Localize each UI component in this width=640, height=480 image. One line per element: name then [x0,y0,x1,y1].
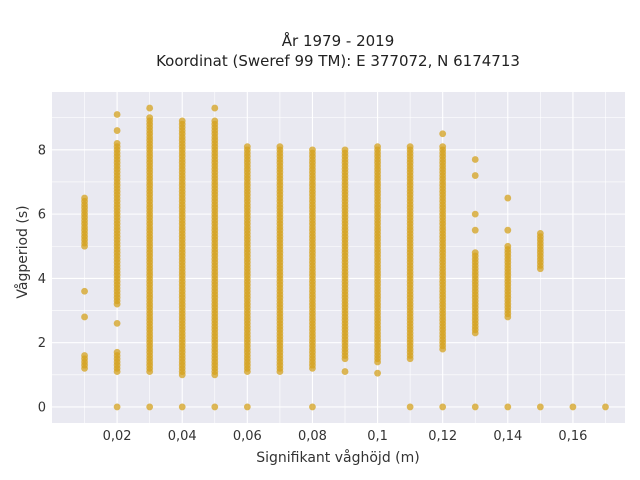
data-point [471,210,479,218]
data-point [536,230,544,237]
data-point [374,369,381,377]
data-point [81,287,88,295]
data-point [276,143,284,151]
data-point [406,403,414,411]
chart-title: År 1979 - 2019 [282,31,395,50]
y-tick-label: 2 [38,336,46,351]
data-point [341,146,349,154]
data-point [374,143,381,151]
x-tick-label: 0,1 [367,429,388,444]
data-point [471,156,479,163]
data-point [569,403,577,411]
x-tick-label: 0,06 [233,429,262,444]
x-tick-label: 0,08 [298,429,327,444]
data-point [113,348,121,356]
data-point [146,403,154,411]
data-point [146,114,154,122]
x-tick-label: 0,04 [168,429,197,444]
data-point [504,242,512,250]
data-point [211,117,219,125]
data-point [471,226,479,234]
data-point [113,111,121,118]
data-point [309,403,316,411]
data-point [536,403,544,411]
data-point [178,403,186,411]
y-tick-label: 6 [38,208,46,223]
data-point [504,403,512,411]
data-point [178,117,186,125]
data-point [504,226,512,234]
data-point [471,403,479,411]
data-point [471,172,479,179]
data-point [113,403,121,411]
data-point [243,143,251,151]
data-point [471,249,479,257]
data-point [81,352,88,359]
x-tick-label: 0,02 [103,429,132,444]
y-tick-label: 4 [38,272,46,287]
data-point [211,403,219,411]
data-point [504,194,512,202]
data-point [113,140,121,147]
y-tick-label: 8 [38,143,46,158]
axis-ticks: 0,02 0,04 0,06 0,08 0,1 0,12 0,14 0,16 0 2 4 6 8 [38,143,588,444]
data-point [602,403,609,411]
data-point [113,319,121,327]
data-point [439,403,447,411]
data-points [81,104,609,411]
y-tick-label: 0 [38,400,46,415]
x-tick-label: 0,14 [493,429,522,444]
x-tick-label: 0,12 [428,429,457,444]
data-point [439,143,447,151]
y-axis-title: Vågperiod (s) [14,205,31,298]
data-point [309,146,316,154]
chart-subtitle: Koordinat (Sweref 99 TM): E 377072, N 61… [156,52,520,70]
data-point [243,403,251,411]
data-point [81,194,88,202]
data-point [81,313,88,321]
data-point [406,143,414,151]
data-point [439,130,447,138]
data-point [113,127,121,134]
x-tick-label: 0,16 [558,429,587,444]
data-point [211,104,219,112]
data-point [146,104,154,112]
data-point [341,368,349,375]
x-axis-title: Signifikant våghöjd (m) [256,449,419,466]
